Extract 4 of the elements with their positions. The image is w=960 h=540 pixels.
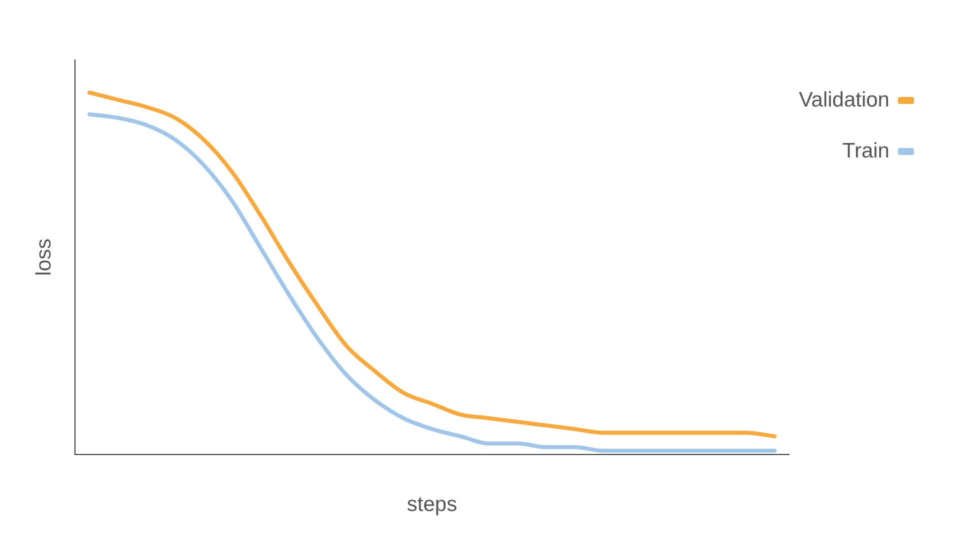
legend-label: Validation [798, 88, 890, 112]
x-axis-title: steps [406, 493, 458, 516]
legend-label: Train [842, 139, 890, 162]
y-axis-title: loss [32, 238, 56, 276]
